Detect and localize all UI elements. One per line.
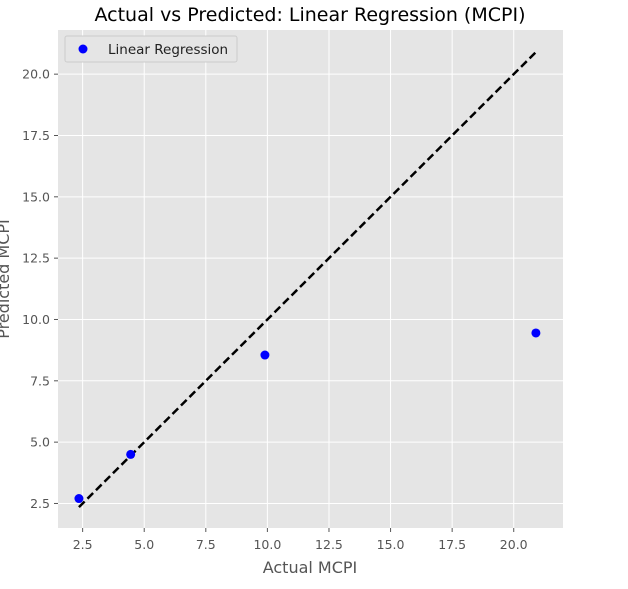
data-points xyxy=(74,328,541,504)
y-tick-label: 12.5 xyxy=(22,251,50,266)
legend: Linear Regression xyxy=(64,35,238,63)
x-tick-label: 10.0 xyxy=(253,537,281,552)
y-tick-label: 20.0 xyxy=(22,67,50,82)
legend-box xyxy=(64,35,238,63)
data-point xyxy=(126,449,136,459)
x-tick-label: 17.5 xyxy=(438,537,466,552)
y-axis-title: Predicted MCPI xyxy=(0,219,13,339)
chart-title: Actual vs Predicted: Linear Regression (… xyxy=(95,4,526,26)
x-tick-label: 2.5 xyxy=(73,537,93,552)
x-axis-title: Actual MCPI xyxy=(263,558,358,577)
y-axis-ticks: 2.5 5.0 7.5 10.0 12.5 15.0 17.5 20.0 xyxy=(22,67,58,511)
y-tick-label: 2.5 xyxy=(30,496,50,511)
x-axis-ticks: 2.5 5.0 7.5 10.0 12.5 15.0 17.5 20.0 xyxy=(73,528,528,552)
x-tick-label: 5.0 xyxy=(134,537,154,552)
data-point xyxy=(531,328,541,338)
data-point xyxy=(260,350,270,360)
legend-label: Linear Regression xyxy=(108,42,228,58)
x-tick-label: 15.0 xyxy=(377,537,405,552)
y-tick-label: 15.0 xyxy=(22,189,50,204)
y-tick-label: 7.5 xyxy=(30,373,50,388)
y-tick-label: 5.0 xyxy=(30,435,50,450)
x-tick-label: 20.0 xyxy=(500,537,528,552)
x-tick-label: 7.5 xyxy=(196,537,216,552)
legend-marker xyxy=(78,44,88,54)
x-tick-label: 12.5 xyxy=(315,537,343,552)
y-tick-label: 17.5 xyxy=(22,128,50,143)
data-point xyxy=(74,494,84,504)
y-tick-label: 10.0 xyxy=(22,312,50,327)
grid-lines xyxy=(58,30,563,528)
